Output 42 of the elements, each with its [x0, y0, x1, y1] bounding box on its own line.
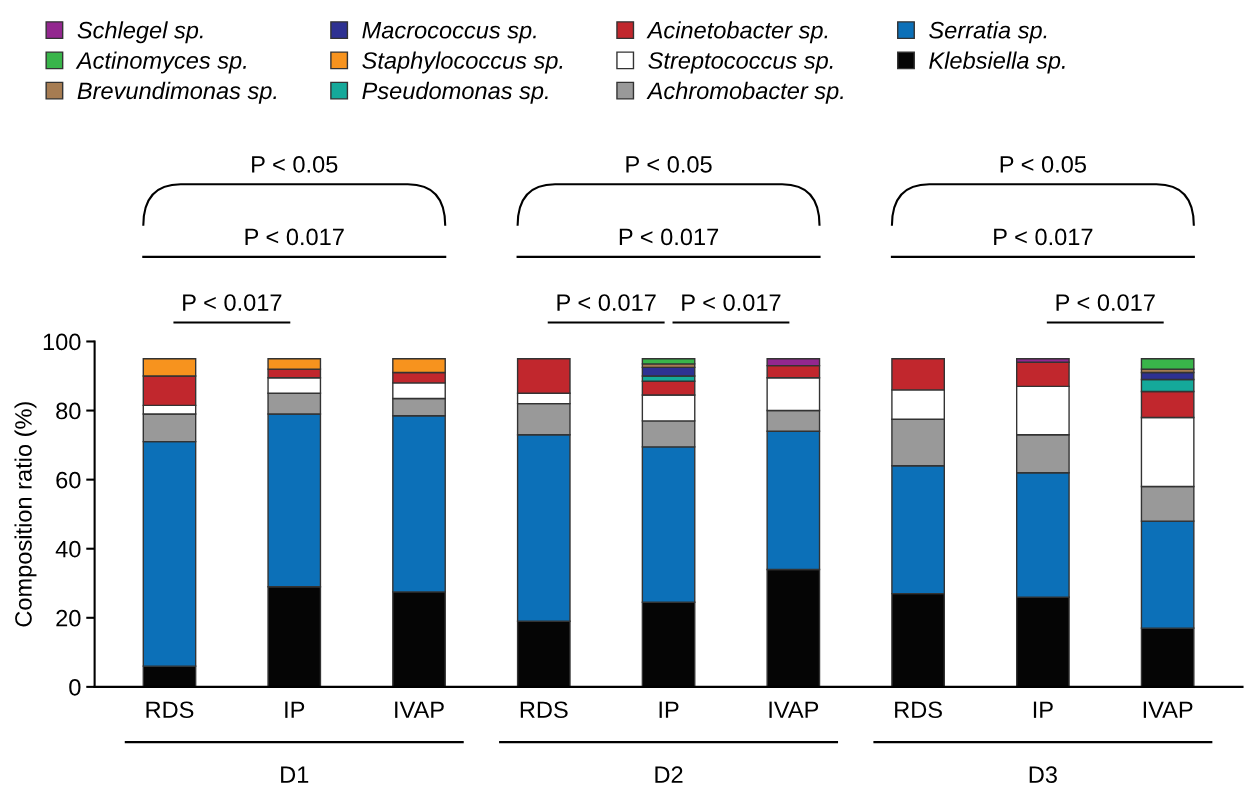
x-tick-label: IP — [285, 701, 305, 718]
legend-label: Serratia sp. — [929, 21, 1047, 44]
bar — [641, 358, 696, 365]
legend-label: Achromobacter sp. — [646, 81, 843, 104]
x-tick-label: IVAP — [395, 701, 444, 718]
text: P < 0.05 — [252, 156, 338, 173]
y-tick-label: 20 — [56, 609, 81, 627]
text: D2 — [655, 766, 683, 783]
legend-label: Schlegel sp. — [77, 21, 203, 44]
text: P < 0.017 — [245, 228, 344, 246]
legend-label: Actinomyces sp. — [75, 51, 246, 74]
text: D1 — [281, 766, 309, 783]
legend-label: Staphylococcus sp. — [362, 51, 563, 74]
x-tick-label: IVAP — [769, 701, 819, 718]
y-tick-label: 40 — [55, 540, 81, 558]
y-tick-label: 60 — [56, 471, 81, 489]
legend-label: Macrococcus sp. — [362, 22, 536, 44]
x-tick-label: RDS — [146, 701, 194, 719]
text: P < 0.017 — [994, 228, 1093, 246]
x-tick-label: IP — [659, 701, 679, 718]
legend-label: Pseudomonas sp. — [362, 81, 548, 104]
bar — [1140, 358, 1195, 370]
y-tick-label: 80 — [56, 402, 81, 420]
text: P < 0.017 — [183, 294, 282, 311]
x-tick-label: IVAP — [1143, 701, 1193, 718]
y-tick-label: 100 — [43, 333, 81, 351]
text: P < 0.05 — [626, 156, 712, 173]
legend-label: Acinetobacter sp. — [646, 21, 828, 44]
x-tick-label: RDS — [895, 701, 942, 719]
text: P < 0.017 — [619, 228, 719, 246]
legend-label: Brevundimonas sp. — [77, 81, 277, 104]
text: P < 0.017 — [682, 294, 781, 311]
y-axis-title: Composition ratio (%) — [14, 402, 37, 627]
legend-label: Klebsiella sp. — [929, 51, 1065, 74]
text: P < 0.05 — [1000, 156, 1086, 173]
x-tick-label: IP — [1033, 701, 1053, 718]
legend-label: Streptococcus sp. — [648, 52, 833, 74]
y-tick-label: 0 — [69, 678, 81, 696]
text: P < 0.017 — [557, 294, 656, 311]
text: P < 0.017 — [1056, 294, 1155, 311]
text: D3 — [1029, 766, 1057, 784]
x-tick-label: RDS — [520, 701, 568, 719]
